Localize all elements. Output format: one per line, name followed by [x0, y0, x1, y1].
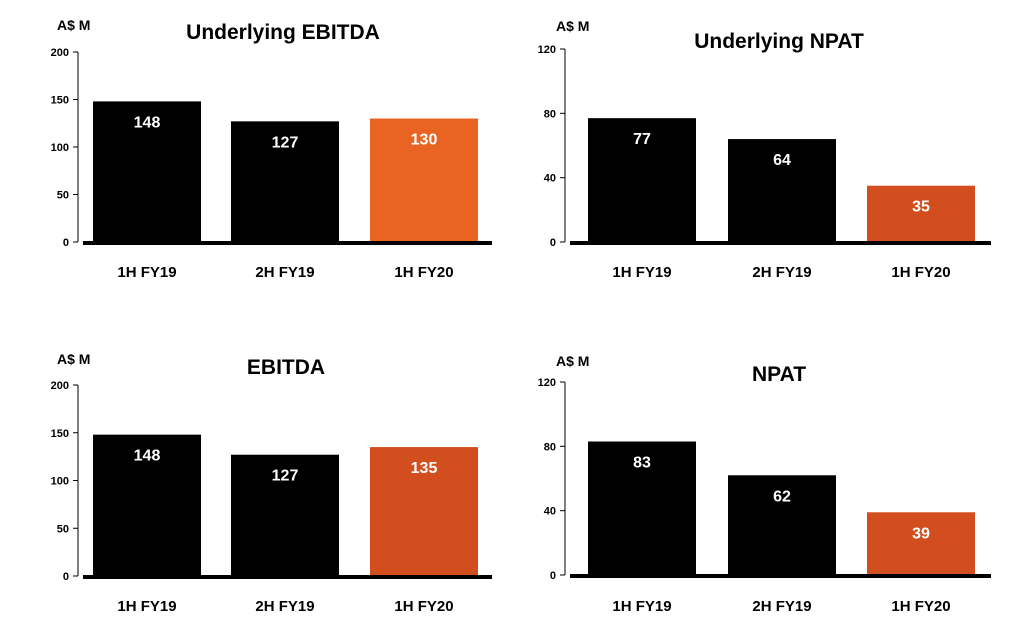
- y-tick-label: 40: [544, 506, 556, 518]
- y-tick-label: 0: [550, 237, 556, 249]
- unit-label: A$ M: [556, 353, 589, 369]
- x-category-label: 1H FY19: [117, 264, 176, 281]
- bar-value-label: 130: [411, 132, 438, 149]
- x-axis-baseline: [570, 574, 991, 578]
- bar-2h-fy19: [231, 454, 339, 576]
- y-tick-label: 120: [538, 377, 556, 389]
- bar-value-label: 35: [912, 199, 930, 216]
- y-tick-label: 150: [51, 428, 69, 440]
- bar-1h-fy19: [93, 434, 201, 576]
- x-category-label: 1H FY20: [891, 264, 950, 281]
- bar-1h-fy19: [588, 118, 696, 242]
- x-category-label: 2H FY19: [752, 598, 811, 615]
- y-tick-label: 80: [544, 108, 556, 120]
- bar-value-label: 64: [773, 152, 791, 169]
- x-category-label: 1H FY19: [612, 264, 671, 281]
- x-axis-baseline: [570, 241, 991, 245]
- y-tick-label: 100: [51, 142, 69, 154]
- bar-value-label: 127: [272, 134, 299, 151]
- chart-panel-4: NPAT A$ M 0 40 80 120 83 1H FY19 62 2H FY19 39 1H F…: [538, 353, 991, 615]
- y-tick-label: 80: [544, 441, 556, 453]
- bar-1h-fy20: [370, 118, 478, 242]
- bar-1h-fy19: [93, 101, 201, 243]
- chart-panel-2: Underlying NPAT A$ M 0 40 80 120 77 1H FY19 64 2H…: [538, 18, 991, 281]
- y-tick-label: 0: [63, 237, 69, 249]
- y-tick-label: 50: [57, 190, 69, 202]
- bar-1h-fy20: [867, 185, 975, 242]
- chart-title: NPAT: [752, 363, 806, 386]
- bar-value-label: 148: [134, 114, 161, 131]
- unit-label: A$ M: [556, 18, 589, 34]
- chart-panel-1: Underlying EBITDA A$ M 0 50 100 150 200 148 1H F…: [51, 17, 492, 281]
- bar-value-label: 62: [773, 488, 791, 505]
- x-category-label: 2H FY19: [255, 264, 314, 281]
- chart-title: Underlying NPAT: [694, 30, 864, 53]
- unit-label: A$ M: [57, 351, 90, 367]
- y-tick-label: 120: [538, 44, 556, 56]
- bar-value-label: 39: [912, 525, 930, 542]
- bar-value-label: 83: [633, 455, 651, 472]
- chart-title: EBITDA: [247, 356, 325, 379]
- x-axis-baseline: [83, 575, 492, 579]
- y-tick-label: 0: [63, 571, 69, 583]
- x-category-label: 1H FY20: [891, 598, 950, 615]
- bar-value-label: 127: [272, 468, 299, 485]
- x-category-label: 1H FY19: [117, 598, 176, 615]
- x-axis-baseline: [83, 241, 492, 245]
- x-category-label: 1H FY19: [612, 598, 671, 615]
- unit-label: A$ M: [57, 17, 90, 33]
- bar-1h-fy20: [867, 512, 975, 575]
- x-category-label: 1H FY20: [394, 264, 453, 281]
- y-tick-label: 0: [550, 570, 556, 582]
- chart-panel-3: EBITDA A$ M 0 50 100 150 200 148 1H FY19 127 2H FY…: [51, 351, 492, 615]
- bar-1h-fy20: [370, 447, 478, 576]
- bar-2h-fy19: [231, 121, 339, 242]
- bar-value-label: 77: [633, 131, 651, 148]
- y-tick-label: 200: [51, 47, 69, 59]
- bar-value-label: 148: [134, 448, 161, 465]
- y-tick-label: 150: [51, 95, 69, 107]
- y-tick-label: 200: [51, 380, 69, 392]
- bar-2h-fy19: [728, 475, 836, 575]
- x-category-label: 2H FY19: [752, 264, 811, 281]
- x-category-label: 1H FY20: [394, 598, 453, 615]
- bar-value-label: 135: [411, 460, 438, 477]
- bar-1h-fy19: [588, 441, 696, 575]
- y-tick-label: 50: [57, 523, 69, 535]
- y-tick-label: 40: [544, 173, 556, 185]
- chart-title: Underlying EBITDA: [186, 21, 380, 44]
- y-tick-label: 100: [51, 476, 69, 488]
- bar-2h-fy19: [728, 139, 836, 242]
- x-category-label: 2H FY19: [255, 598, 314, 615]
